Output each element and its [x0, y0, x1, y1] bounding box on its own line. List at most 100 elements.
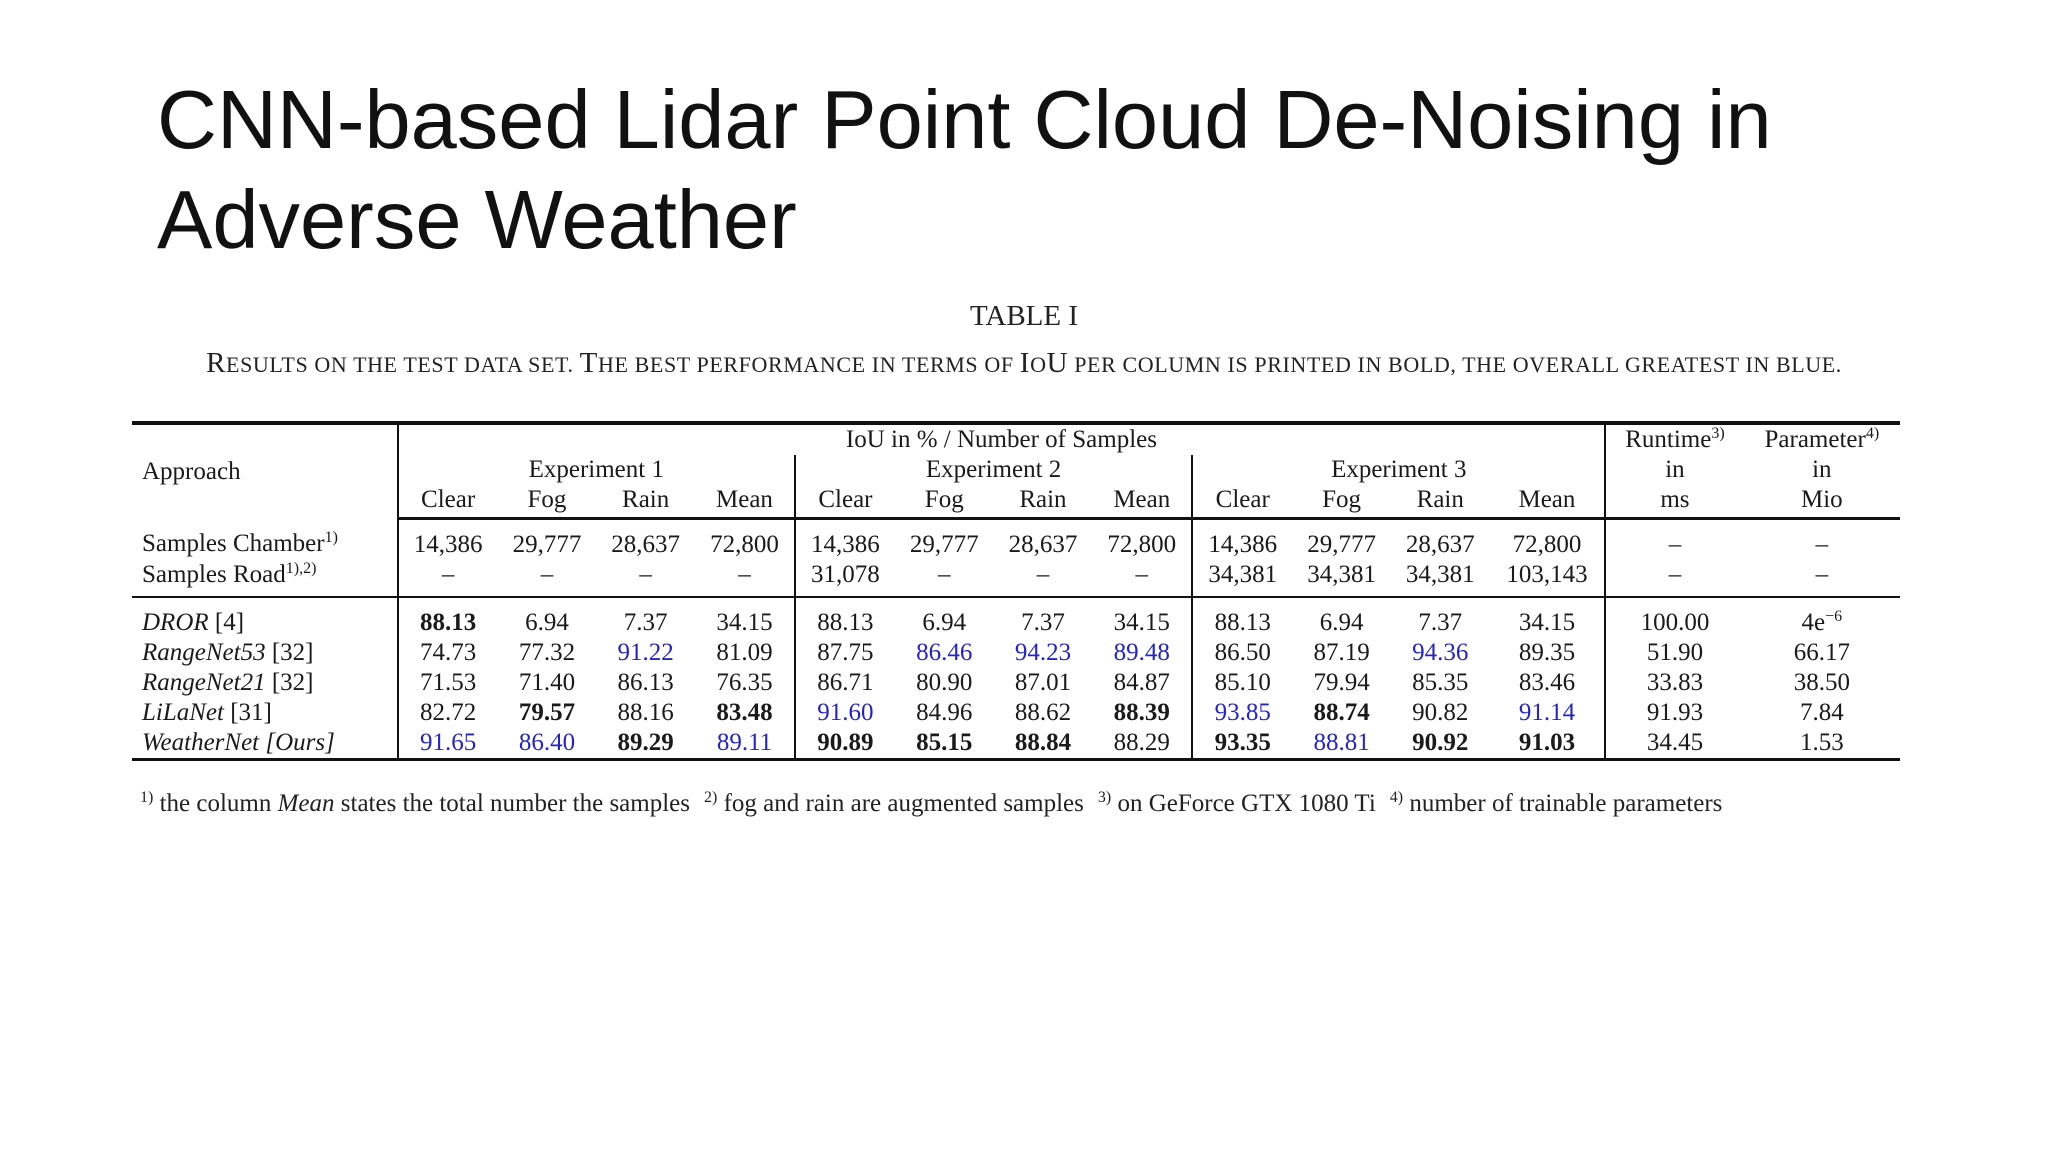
method-name: DROR [4]: [132, 597, 399, 638]
table-cell: 81.09: [695, 638, 796, 668]
table-cell: –: [1605, 560, 1744, 598]
subcol-header-mean: Mean: [1489, 485, 1607, 520]
table-cell: 6.94: [525, 609, 569, 636]
method-name: RangeNet53 [32]: [132, 638, 399, 668]
table-cell: 28,637: [611, 531, 681, 558]
subcaption-text: PER COLUMN IS PRINTED IN BOLD, THE OVERA…: [1068, 352, 1842, 377]
subcaption-text: HE BEST PERFORMANCE IN TERMS OF: [598, 352, 1020, 377]
table-cell: 29,777: [512, 531, 582, 558]
table-cell: 14,386: [1208, 531, 1278, 558]
table-cell: –: [1743, 560, 1900, 598]
table-cell: 88.16: [617, 699, 674, 726]
table-cell: 89.11: [695, 728, 796, 760]
table-footnote: 1) the column Mean states the total numb…: [140, 790, 1900, 818]
table-cell: 86.50: [1214, 639, 1271, 666]
table-cell: 34,381: [1390, 560, 1490, 598]
table-cell: 33.83: [1646, 669, 1704, 696]
table-cell: 90.89: [817, 729, 874, 756]
table-cell: –: [695, 560, 796, 598]
table-cell: 89.35: [1489, 638, 1607, 668]
subcol-header-rain: Rain: [1390, 485, 1490, 520]
table-cell: –: [497, 560, 597, 598]
table-cell: 74.73: [419, 639, 477, 666]
method-name: LiLaNet [31]: [132, 698, 399, 728]
table-cell: 83.46: [1489, 668, 1607, 698]
table-cell: 34.15: [695, 597, 796, 638]
table-cell: 88.13: [419, 609, 477, 636]
table-cell: 72,800: [1489, 518, 1607, 560]
table-cell: –: [1668, 531, 1682, 558]
table-cell: 29,777: [909, 531, 979, 558]
table-cell: 79.94: [1313, 669, 1370, 696]
table-cell: 88.84: [1014, 729, 1072, 756]
table-cell: –: [1092, 560, 1194, 598]
table-cell: 89.29: [617, 729, 674, 756]
table-subcaption: RESULTS ON THE TEST DATA SET. THE BEST P…: [40, 347, 2008, 380]
experiment-1-header: Experiment 1: [397, 455, 796, 485]
subcaption-text: O: [1030, 352, 1047, 377]
table-cell: 86.13: [617, 669, 674, 696]
table-cell: 83.48: [695, 698, 796, 728]
parameter-header-line2: in: [1812, 456, 1832, 483]
table-cell: 94.36: [1412, 639, 1469, 666]
table-cell: 4e−6: [1801, 608, 1843, 637]
table-cell: 91.60: [817, 699, 874, 726]
footnote-item: 1) the column Mean states the total numb…: [140, 789, 690, 818]
subcaption-cap: U: [1046, 347, 1069, 379]
table-cell: 89.48: [1092, 638, 1194, 668]
table-cell: 91.65: [419, 729, 477, 756]
subcol-header-clear: Clear: [397, 485, 498, 520]
experiment-2-header: Experiment 2: [794, 455, 1194, 485]
table-cell: 90.92: [1412, 729, 1469, 756]
table-cell: 84.96: [916, 699, 973, 726]
subcol-header-clear: Clear: [1192, 485, 1293, 520]
table-cell: 66.17: [1793, 639, 1850, 666]
table-cell: 29,777: [1307, 531, 1376, 558]
subcol-header-rain: Rain: [993, 485, 1093, 520]
method-name: RangeNet21 [32]: [132, 668, 399, 698]
samples-label: Samples Chamber1): [132, 518, 399, 560]
subcol-header-fog: Fog: [894, 485, 994, 520]
table-cell: 51.90: [1646, 639, 1704, 666]
table-cell: 6.94: [1319, 609, 1364, 636]
result-row: RangeNet53 [32] 74.73 77.32 91.22 81.09 87.75…: [132, 638, 1900, 668]
table-cell: –: [397, 560, 498, 598]
table-cell: –: [1815, 531, 1829, 558]
table-cell: 34,381: [1292, 560, 1391, 598]
table-cell: –: [993, 560, 1093, 598]
result-row: WeatherNet [Ours] 91.65 86.40 89.29 89.11 90.…: [132, 728, 1900, 760]
table-cell: 31,078: [794, 560, 895, 598]
table-cell: 91.93: [1646, 699, 1704, 726]
results-table: Approach IoU in % / Number of Samples Ru…: [132, 421, 1900, 761]
table-cell: 14,386: [811, 531, 880, 558]
table-cell: 103,143: [1489, 560, 1607, 598]
table-cell: 7.84: [1799, 699, 1844, 726]
table-cell: 72,800: [1092, 518, 1194, 560]
table-cell: 94.23: [1014, 639, 1072, 666]
footnote-item: 3) on GeForce GTX 1080 Ti: [1097, 789, 1376, 818]
table-cell: 1.53: [1799, 729, 1844, 756]
table-cell: 86.46: [916, 639, 973, 666]
table-cell: 91.14: [1489, 698, 1607, 728]
subcol-header-fog: Fog: [1292, 485, 1391, 520]
slide-title: CNN-based Lidar Point Cloud De-Noising i…: [157, 73, 1772, 266]
table-cell: 100.00: [1640, 609, 1710, 636]
table-cell: 76.35: [695, 668, 796, 698]
subcol-header-clear: Clear: [794, 485, 895, 520]
table-cell: 80.90: [916, 669, 973, 696]
runtime-header: Runtime3): [1625, 425, 1725, 454]
table-cell: 86.71: [817, 669, 874, 696]
footnote-item: 4) number of trainable parameters: [1389, 789, 1723, 818]
table-caption: TABLE I: [969, 300, 1078, 332]
samples-row: Samples Road1),2) – – – –31,078– – –34,381 34,3…: [132, 560, 1900, 598]
table-cell: 86.40: [518, 729, 576, 756]
table-cell: 7.37: [1418, 609, 1463, 636]
table-cell: 82.72: [419, 699, 477, 726]
experiment-3-header: Experiment 3: [1192, 455, 1607, 485]
table-cell: 14,386: [413, 531, 483, 558]
table-cell: 88.39: [1092, 698, 1194, 728]
subcol-header-mean: Mean: [695, 485, 796, 520]
approach-header: Approach: [132, 423, 399, 519]
subcaption-cap: R: [206, 347, 227, 379]
table-cell: 85.10: [1214, 669, 1271, 696]
